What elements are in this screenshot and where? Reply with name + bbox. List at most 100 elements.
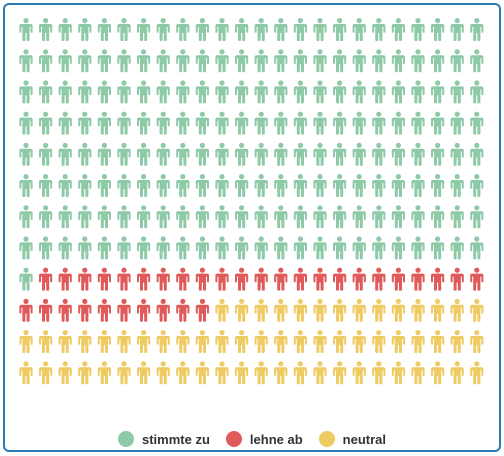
person-icon-stimmte-zu bbox=[313, 18, 327, 41]
person-icon-stimmte-zu bbox=[58, 111, 72, 135]
person-icon-neutral bbox=[333, 361, 347, 385]
person-icon-neutral bbox=[274, 330, 288, 353]
person-icon-stimmte-zu bbox=[372, 142, 386, 166]
legend-label-neutral: neutral bbox=[342, 431, 386, 447]
person-icon-stimmte-zu bbox=[293, 142, 307, 166]
person-icon-lehne-ab bbox=[313, 267, 327, 291]
person-icon-stimmte-zu bbox=[411, 80, 425, 104]
person-icon-stimmte-zu bbox=[58, 236, 72, 260]
person-icon-lehne-ab bbox=[235, 267, 249, 291]
person-icon-neutral bbox=[195, 330, 209, 353]
person-icon-stimmte-zu bbox=[19, 205, 33, 229]
person-icon-neutral bbox=[254, 298, 268, 322]
person-icon-stimmte-zu bbox=[431, 205, 445, 229]
person-icon-lehne-ab bbox=[372, 267, 386, 291]
person-icon-stimmte-zu bbox=[156, 80, 170, 104]
person-icon-stimmte-zu bbox=[254, 236, 268, 260]
person-icon-neutral bbox=[293, 330, 307, 353]
person-icon-stimmte-zu bbox=[372, 236, 386, 260]
person-icon-stimmte-zu bbox=[176, 111, 190, 135]
person-icon-stimmte-zu bbox=[176, 142, 190, 166]
person-icon-stimmte-zu bbox=[333, 205, 347, 229]
person-icon-stimmte-zu bbox=[333, 111, 347, 135]
person-icon-stimmte-zu bbox=[58, 205, 72, 229]
person-icon-stimmte-zu bbox=[391, 18, 405, 41]
person-icon-lehne-ab bbox=[215, 267, 229, 291]
person-icon-stimmte-zu bbox=[117, 49, 131, 73]
person-icon-lehne-ab bbox=[411, 267, 425, 291]
person-icon-stimmte-zu bbox=[391, 236, 405, 260]
person-icon-neutral bbox=[58, 361, 72, 385]
person-icon-stimmte-zu bbox=[176, 174, 190, 197]
legend-swatch-neutral bbox=[318, 431, 335, 447]
person-icon-neutral bbox=[156, 361, 170, 385]
person-icon-stimmte-zu bbox=[333, 49, 347, 73]
person-icon-stimmte-zu bbox=[156, 205, 170, 229]
person-icon-neutral bbox=[470, 330, 484, 353]
person-icon-stimmte-zu bbox=[176, 205, 190, 229]
person-icon-stimmte-zu bbox=[137, 174, 151, 197]
person-icon-neutral bbox=[313, 330, 327, 353]
person-icon-stimmte-zu bbox=[293, 49, 307, 73]
person-icon-stimmte-zu bbox=[78, 49, 92, 73]
person-icon-stimmte-zu bbox=[176, 49, 190, 73]
person-icon-neutral bbox=[411, 330, 425, 353]
person-icon-stimmte-zu bbox=[176, 18, 190, 41]
person-icon-neutral bbox=[235, 298, 249, 322]
person-icon-lehne-ab bbox=[176, 267, 190, 291]
person-icon-lehne-ab bbox=[176, 298, 190, 322]
person-icon-stimmte-zu bbox=[450, 49, 464, 73]
person-icon-stimmte-zu bbox=[293, 80, 307, 104]
person-icon-lehne-ab bbox=[195, 267, 209, 291]
person-icon-stimmte-zu bbox=[39, 142, 53, 166]
person-icon-stimmte-zu bbox=[235, 111, 249, 135]
person-icon-neutral bbox=[391, 298, 405, 322]
person-icon-neutral bbox=[431, 330, 445, 353]
person-icon-neutral bbox=[97, 361, 111, 385]
person-icon-stimmte-zu bbox=[333, 174, 347, 197]
person-icon-stimmte-zu bbox=[274, 49, 288, 73]
person-icon-stimmte-zu bbox=[156, 49, 170, 73]
person-icon-stimmte-zu bbox=[78, 205, 92, 229]
person-icon-stimmte-zu bbox=[470, 80, 484, 104]
person-icon-stimmte-zu bbox=[470, 49, 484, 73]
person-icon-stimmte-zu bbox=[372, 205, 386, 229]
person-icon-stimmte-zu bbox=[391, 142, 405, 166]
person-icon-neutral bbox=[195, 361, 209, 385]
person-icon-stimmte-zu bbox=[411, 49, 425, 73]
person-icon-stimmte-zu bbox=[156, 111, 170, 135]
person-icon-stimmte-zu bbox=[117, 80, 131, 104]
person-icon-stimmte-zu bbox=[39, 18, 53, 41]
person-icon-lehne-ab bbox=[333, 267, 347, 291]
legend: stimmte zu lehne ab neutral bbox=[0, 429, 504, 449]
person-icon-stimmte-zu bbox=[97, 205, 111, 229]
person-icon-stimmte-zu bbox=[19, 111, 33, 135]
person-icon-stimmte-zu bbox=[97, 111, 111, 135]
person-icon-stimmte-zu bbox=[39, 111, 53, 135]
person-icon-neutral bbox=[431, 361, 445, 385]
person-icon-stimmte-zu bbox=[313, 111, 327, 135]
person-icon-neutral bbox=[470, 361, 484, 385]
person-icon-stimmte-zu bbox=[274, 205, 288, 229]
person-icon-stimmte-zu bbox=[254, 80, 268, 104]
person-icon-stimmte-zu bbox=[137, 80, 151, 104]
person-icon-stimmte-zu bbox=[372, 174, 386, 197]
person-icon-lehne-ab bbox=[97, 298, 111, 322]
person-icon-neutral bbox=[274, 298, 288, 322]
person-icon-lehne-ab bbox=[352, 267, 366, 291]
person-icon-stimmte-zu bbox=[431, 18, 445, 41]
person-icon-lehne-ab bbox=[78, 267, 92, 291]
person-icon-stimmte-zu bbox=[313, 174, 327, 197]
person-icon-stimmte-zu bbox=[470, 174, 484, 197]
person-icon-stimmte-zu bbox=[274, 174, 288, 197]
person-icon-stimmte-zu bbox=[117, 111, 131, 135]
person-icon-stimmte-zu bbox=[137, 142, 151, 166]
person-icon-stimmte-zu bbox=[235, 49, 249, 73]
person-icon-neutral bbox=[215, 361, 229, 385]
person-icon-stimmte-zu bbox=[137, 236, 151, 260]
person-icon-stimmte-zu bbox=[58, 49, 72, 73]
person-icon-stimmte-zu bbox=[195, 49, 209, 73]
person-icon-stimmte-zu bbox=[450, 80, 464, 104]
person-icon-neutral bbox=[450, 361, 464, 385]
person-icon-lehne-ab bbox=[254, 267, 268, 291]
